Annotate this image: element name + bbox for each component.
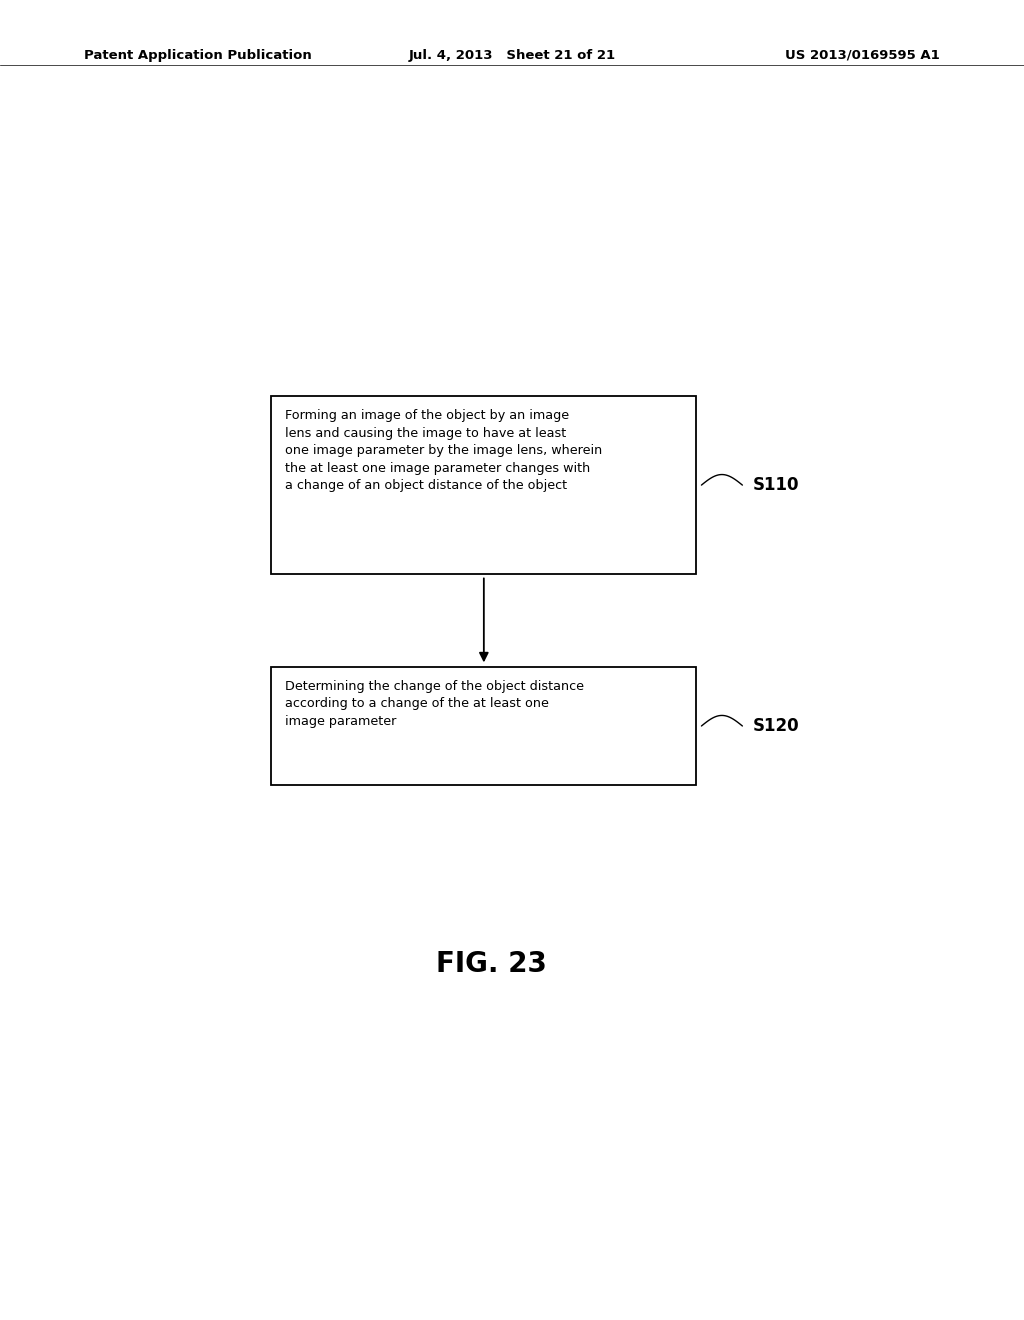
Bar	[271, 667, 696, 785]
Text: US 2013/0169595 A1: US 2013/0169595 A1	[785, 49, 940, 62]
Text: Determining the change of the object distance
according to a change of the at le: Determining the change of the object dis…	[285, 680, 584, 727]
Text: S120: S120	[753, 717, 800, 735]
Bar	[271, 396, 696, 574]
Text: FIG. 23: FIG. 23	[436, 949, 547, 978]
Text: Jul. 4, 2013   Sheet 21 of 21: Jul. 4, 2013 Sheet 21 of 21	[409, 49, 615, 62]
Text: Forming an image of the object by an image
lens and causing the image to have at: Forming an image of the object by an ima…	[285, 409, 602, 492]
Text: S110: S110	[753, 477, 799, 494]
Text: Patent Application Publication: Patent Application Publication	[84, 49, 311, 62]
